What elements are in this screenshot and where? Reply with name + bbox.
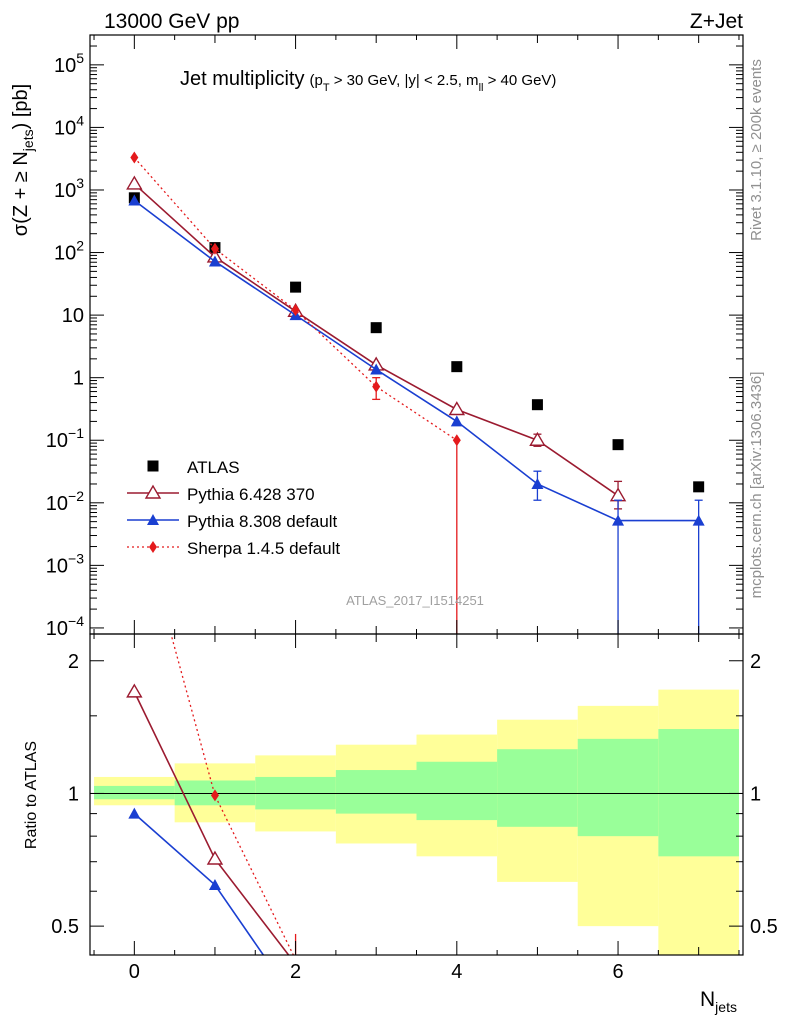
y-tick-label: 10−4 bbox=[46, 613, 84, 640]
data-point-atlas bbox=[370, 322, 382, 334]
data-point-atlas bbox=[531, 399, 543, 411]
y-tick-label: 1 bbox=[73, 368, 84, 390]
data-point-pythia-6-428-370 bbox=[448, 401, 466, 416]
side-rivet-label: Rivet 3.1.10, ≥ 200k events bbox=[748, 59, 765, 241]
main-series bbox=[126, 151, 705, 634]
legend: ATLAS Pythia 6.428 370 Pythia 8.308 defaul… bbox=[127, 458, 340, 558]
y-tick-label: 105 bbox=[54, 50, 84, 77]
y-tick-label: 10−2 bbox=[46, 488, 84, 515]
series-line-pythia-8-308-default bbox=[133, 199, 699, 522]
data-point-pythia-8-308-default bbox=[208, 255, 221, 267]
ratio-series bbox=[126, 634, 297, 955]
ratio-line-sherpa-1-4-5-default bbox=[170, 634, 295, 955]
data-point-atlas bbox=[451, 361, 463, 373]
y-tick-label: 102 bbox=[54, 238, 84, 265]
y-tick-label: 10−3 bbox=[46, 550, 84, 577]
data-point-pythia-6-428-370 bbox=[529, 431, 546, 446]
header-energy: 13000 GeV pp bbox=[104, 10, 239, 33]
legend-marker-pythia-6-428-370 bbox=[144, 484, 162, 499]
data-point-sherpa-1-4-5-default bbox=[372, 380, 381, 393]
ratio-y-tick-label-right: 1 bbox=[750, 783, 761, 805]
data-point-sherpa-1-4-5-default bbox=[130, 151, 139, 164]
ratio-y-axis-label: Ratio to ATLAS bbox=[23, 741, 40, 849]
side-mcplots-label: mcplots.cern.ch [arXiv:1306.3436] bbox=[748, 372, 765, 599]
ratio-point-pythia-6-428-370 bbox=[126, 683, 143, 698]
legend-label-sherpa-1-4-5-default: Sherpa 1.4.5 default bbox=[187, 539, 340, 558]
data-point-pythia-6-428-370 bbox=[609, 487, 627, 502]
header-process: Z+Jet bbox=[690, 10, 743, 33]
data-point-pythia-8-308-default bbox=[612, 514, 625, 526]
data-point-pythia-8-308-default bbox=[692, 514, 705, 526]
data-point-pythia-8-308-default bbox=[531, 477, 544, 489]
data-point-pythia-8-308-default bbox=[128, 194, 141, 206]
ratio-y-tick-label: 0.5 bbox=[51, 916, 79, 938]
ratio-band-inner bbox=[416, 761, 498, 821]
data-point-atlas bbox=[612, 439, 624, 451]
ratio-y-tick-label: 2 bbox=[68, 651, 79, 673]
ratio-y-tick-label: 1 bbox=[68, 783, 79, 805]
legend-marker-sherpa-1-4-5-default bbox=[149, 541, 157, 553]
x-axis-label: Njets bbox=[700, 988, 737, 1015]
y-tick-label: 104 bbox=[54, 112, 84, 139]
x-tick-label: 4 bbox=[451, 961, 462, 983]
data-point-atlas bbox=[693, 481, 705, 493]
series-line-sherpa-1-4-5-default bbox=[133, 157, 458, 441]
ratio-band-inner bbox=[577, 738, 659, 837]
y-tick-label: 10−1 bbox=[46, 425, 84, 452]
legend-label-pythia-8-308-default: Pythia 8.308 default bbox=[187, 512, 338, 531]
series-line-pythia-6-428-370 bbox=[133, 183, 619, 497]
ratio-bands bbox=[94, 689, 739, 955]
ratio-band-inner bbox=[658, 729, 739, 857]
ratio-y-tick-label-right: 0.5 bbox=[750, 916, 778, 938]
legend-label-atlas: ATLAS bbox=[187, 458, 240, 477]
x-tick-label: 6 bbox=[612, 961, 623, 983]
y-tick-label: 103 bbox=[54, 175, 84, 202]
ratio-band-inner bbox=[497, 749, 578, 827]
ratio-band-inner bbox=[335, 770, 417, 814]
ratio-y-tick-label-right: 2 bbox=[750, 651, 761, 673]
data-point-pythia-8-308-default bbox=[370, 363, 383, 375]
data-point-sherpa-1-4-5-default bbox=[210, 242, 219, 255]
x-tick-label: 2 bbox=[290, 961, 301, 983]
data-point-atlas bbox=[290, 281, 302, 293]
main-panel: 10−4 10−3 10−2 10−1 1 10 102 103 104 105 Jet multi… bbox=[10, 34, 744, 640]
ratio-point-pythia-6-428-370 bbox=[206, 850, 224, 865]
legend-label-pythia-6-428-370: Pythia 6.428 370 bbox=[187, 485, 315, 504]
ratio-line-pythia-8-308-default bbox=[133, 813, 264, 955]
ratio-point-pythia-8-308-default bbox=[208, 878, 221, 890]
ratio-band-inner bbox=[94, 785, 175, 800]
y-axis-label: σ(Z + ≥ Njets) [pb] bbox=[10, 84, 36, 236]
analysis-id-label: ATLAS_2017_I1514251 bbox=[346, 593, 484, 608]
data-point-pythia-6-428-370 bbox=[126, 175, 143, 190]
data-point-sherpa-1-4-5-default bbox=[452, 434, 461, 447]
ratio-point-pythia-8-308-default bbox=[128, 807, 141, 819]
x-tick-label: 0 bbox=[129, 961, 140, 983]
data-point-pythia-8-308-default bbox=[450, 415, 463, 427]
ratio-line-pythia-6-428-370 bbox=[133, 691, 290, 955]
legend-marker-pythia-8-308-default bbox=[147, 514, 159, 525]
ratio-panel: 0 2 4 6 0.5 0.5 1 1 2 2 Ratio to ATLAS Njets bbox=[23, 633, 778, 1015]
y-tick-label: 10 bbox=[62, 305, 84, 327]
data-point-sherpa-1-4-5-default bbox=[291, 304, 300, 317]
legend-marker-atlas bbox=[147, 460, 159, 472]
chart-title: Jet multiplicity (pT > 30 GeV, |y| < 2.5,… bbox=[180, 68, 556, 94]
ratio-point-sherpa-1-4-5-default bbox=[210, 789, 219, 802]
